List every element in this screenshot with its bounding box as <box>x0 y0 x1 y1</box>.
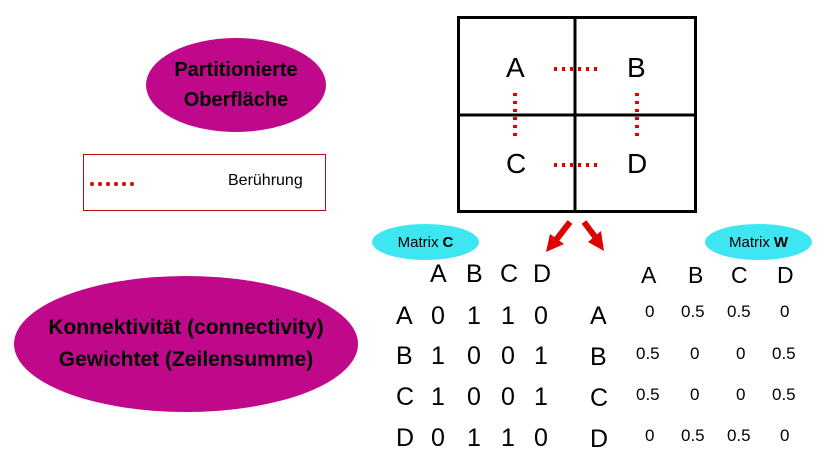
matrix-w-col-header: A <box>641 262 657 288</box>
matrix-c-row-header: C <box>396 383 415 411</box>
matrix-w-title-bold: W <box>773 233 788 251</box>
red-arrows <box>546 220 604 252</box>
matrix-w-cell: 0 <box>736 385 746 404</box>
matrix-w-cell: 0.5 <box>636 344 660 363</box>
connectivity-ellipse: Konnektivität (connectivity) Gewichtet (… <box>14 276 358 412</box>
matrix-c-label: Matrix C <box>372 224 479 260</box>
matrix-w-col-header: C <box>731 262 748 288</box>
matrix-c-title: Matrix <box>397 233 439 251</box>
partitioned-surface-ellipse: Partitionierte Oberfläche <box>146 38 326 132</box>
matrix-c-cell: 1 <box>534 342 548 370</box>
matrix-c-col-header: A <box>430 260 447 288</box>
matrix-c-cell: 0 <box>501 383 515 411</box>
matrix-w-cell: 0.5 <box>772 385 796 404</box>
cell-label-b: B <box>627 52 646 83</box>
matrix-w-cell: 0.5 <box>727 426 751 445</box>
contact-dots-icon <box>90 182 134 186</box>
matrix-c-cell: 0 <box>467 342 481 370</box>
matrix-c-row-header: A <box>396 302 413 330</box>
legend-box: Berührung <box>83 154 326 211</box>
cell-label-c: C <box>506 148 527 179</box>
matrix-w-cell: 0 <box>736 344 746 363</box>
matrix-c-cell: 0 <box>467 383 481 411</box>
matrix-w-cell: 0.5 <box>636 385 660 404</box>
matrix-c-cell: 1 <box>467 424 481 452</box>
matrix-w-title: Matrix <box>728 233 770 251</box>
matrix-w-cell: 0.5 <box>727 302 751 321</box>
matrix-c-col-header: C <box>500 260 519 288</box>
matrix-w-cell: 0.5 <box>772 344 796 363</box>
matrix-w-cell: 0.5 <box>681 302 705 321</box>
connectivity-line1: Konnektivität (connectivity) <box>48 316 324 339</box>
partitioned-surface-line2: Oberfläche <box>183 89 289 111</box>
connectivity-line2: Gewichtet (Zeilensumme) <box>58 348 314 371</box>
matrix-w-cell: 0 <box>645 426 655 445</box>
matrix-c-cell: 0 <box>534 424 548 452</box>
matrix-c-cell: 0 <box>431 424 445 452</box>
matrix-w-cell: 0 <box>645 302 655 321</box>
partition-grid-svg <box>457 16 697 213</box>
arrow-right-icon <box>581 220 604 251</box>
matrix-c-cell: 0 <box>431 302 445 330</box>
matrix-c-cell: 1 <box>431 342 445 370</box>
matrix-c-title-bold: C <box>442 233 454 251</box>
matrix-w-cell: 0 <box>780 302 790 321</box>
cell-label-d: D <box>627 148 648 179</box>
matrix-w-row-header: D <box>590 425 609 453</box>
matrix-c-cell: 1 <box>534 383 548 411</box>
legend-label: Berührung <box>228 172 303 189</box>
matrix-c-cell: 1 <box>431 383 445 411</box>
matrix-c-row-header: B <box>396 342 413 370</box>
matrix-c-cell: 1 <box>501 302 515 330</box>
matrix-c-col-header: D <box>533 260 552 288</box>
matrix-w-row-header: B <box>590 343 607 371</box>
matrix-w-row-header: C <box>590 384 609 412</box>
arrow-left-icon <box>546 220 573 252</box>
matrix-c-cell: 1 <box>501 424 515 452</box>
matrix-c-cell: 0 <box>534 302 548 330</box>
matrix-w-cell: 0 <box>690 344 700 363</box>
matrix-w-cell: 0 <box>690 385 700 404</box>
matrix-w-label: Matrix W <box>705 224 812 260</box>
matrix-w-cell: 0 <box>780 426 790 445</box>
matrix-w-cell: 0.5 <box>681 426 705 445</box>
matrix-c-cell: 1 <box>467 302 481 330</box>
matrix-w-col-header: D <box>777 262 794 288</box>
partition-grid: A B C D <box>457 16 697 213</box>
matrix-c-cell: 0 <box>501 342 515 370</box>
partitioned-surface-line1: Partitionierte <box>174 59 298 81</box>
matrix-w-row-header: A <box>590 302 607 330</box>
matrix-c-col-header: B <box>466 260 483 288</box>
matrix-c-row-header: D <box>396 424 415 452</box>
cell-label-a: A <box>506 52 525 83</box>
matrix-w-col-header: B <box>688 262 704 288</box>
